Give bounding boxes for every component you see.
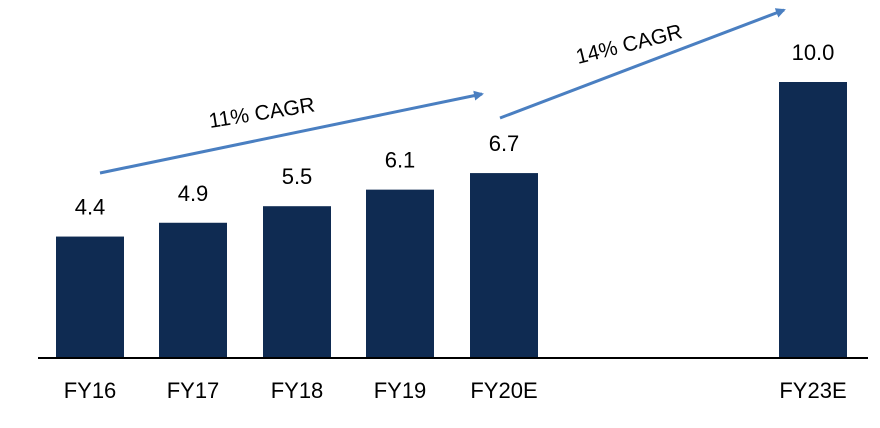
x-tick-label-fy19: FY19 xyxy=(374,378,427,403)
value-label-fy19: 6.1 xyxy=(385,148,416,173)
bar-fy20e xyxy=(470,173,538,358)
cagr-label-2: 14% CAGR xyxy=(574,20,685,69)
bar-fy16 xyxy=(56,236,124,358)
bar-fy18 xyxy=(263,206,331,358)
x-tick-label-fy20e: FY20E xyxy=(470,378,537,403)
x-tick-label-fy17: FY17 xyxy=(167,378,220,403)
value-label-fy17: 4.9 xyxy=(178,181,209,206)
bar-fy23e xyxy=(779,82,847,358)
value-label-fy20e: 6.7 xyxy=(489,131,520,156)
cagr-label-1: 11% CAGR xyxy=(207,93,316,132)
cagr-arrow-2 xyxy=(499,8,786,120)
bars-group xyxy=(56,82,847,358)
x-tick-labels-group: FY16 FY17 FY18 FY19 FY20E FY23E xyxy=(64,378,847,403)
bar-fy19 xyxy=(366,189,434,358)
value-labels-group: 4.4 4.9 5.5 6.1 6.7 10.0 xyxy=(75,40,835,220)
bar-fy17 xyxy=(159,222,227,358)
value-label-fy18: 5.5 xyxy=(282,164,313,189)
x-tick-label-fy23e: FY23E xyxy=(779,378,846,403)
value-label-fy16: 4.4 xyxy=(75,195,106,220)
x-tick-label-fy16: FY16 xyxy=(64,378,117,403)
value-label-fy23e: 10.0 xyxy=(792,40,835,65)
x-tick-label-fy18: FY18 xyxy=(271,378,324,403)
cagr-arrow-1 xyxy=(99,90,484,175)
